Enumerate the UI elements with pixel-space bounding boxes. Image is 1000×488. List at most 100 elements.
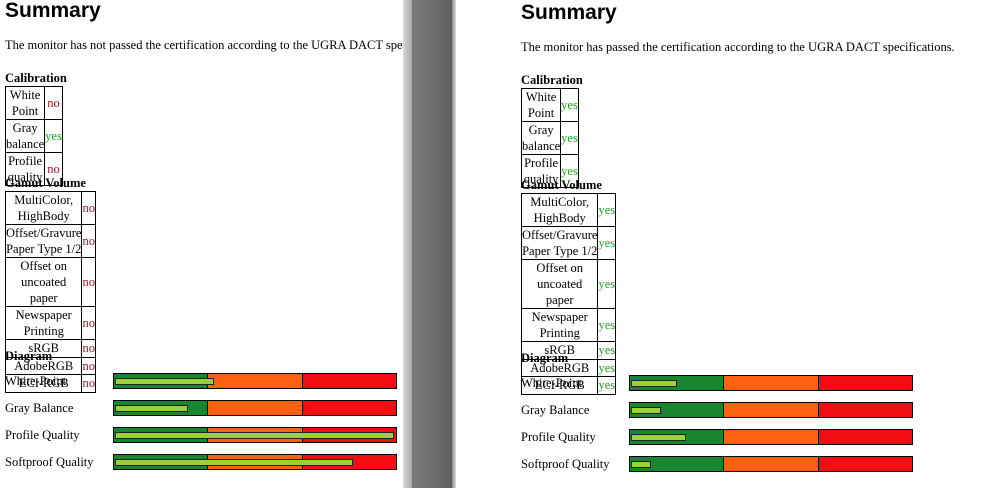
level-fill [115, 432, 394, 439]
row-value: yes [597, 358, 617, 377]
row-value: yes [560, 121, 579, 155]
row-label: Offset on uncoated paper [4, 257, 83, 307]
window-divider [403, 0, 412, 488]
table-row: Offset/Gravure Paper Type 1/2 yes [520, 226, 617, 260]
row-label: Profile quality [520, 154, 562, 188]
pass-zone [630, 457, 724, 471]
right-report-panel[interactable]: Summary The monitor has passed the certi… [456, 0, 1000, 488]
table-row: Gray balance yes [4, 119, 63, 153]
diagram-label: White-Point [521, 376, 583, 390]
level-bar [113, 454, 397, 470]
table-row: Newspaper Printing no [4, 306, 96, 340]
table-row: ECI-RGB no [4, 374, 96, 393]
calibration-table: White Point yes Gray balance yes Profile… [520, 88, 579, 188]
calibration-heading: Calibration [521, 73, 583, 87]
diagram-label: Profile Quality [5, 428, 80, 442]
fail-zone [819, 376, 912, 390]
table-row: AdobeRGB yes [520, 358, 617, 377]
table-row: Offset on uncoated paper no [4, 257, 96, 307]
row-value: yes [597, 308, 617, 342]
gamut-volume-table: MultiColor, HighBody yes Offset/Gravure … [520, 193, 617, 395]
table-row: MultiColor, HighBody yes [520, 193, 617, 227]
warning-zone [724, 376, 819, 390]
summary-title: Summary [521, 1, 617, 24]
fail-zone [819, 457, 912, 471]
table-row: Offset/Gravure Paper Type 1/2 no [4, 224, 96, 258]
level-bar [113, 373, 397, 389]
gamut-volume-heading: Gamut Volume [521, 178, 602, 192]
diagram-heading: Diagram [521, 351, 569, 365]
row-label: Newspaper Printing [4, 306, 83, 340]
table-row: Newspaper Printing yes [520, 308, 617, 342]
row-label: Gray balance [520, 121, 562, 155]
certification-statement: The monitor has passed the certification… [521, 40, 955, 54]
row-label: MultiColor, HighBody [520, 193, 599, 227]
diagram-label: Profile Quality [521, 430, 596, 444]
level-bar [113, 427, 397, 443]
level-fill [115, 378, 214, 385]
certification-statement: The monitor has not passed the certifica… [5, 38, 403, 52]
gamut-volume-table: MultiColor, HighBody no Offset/Gravure P… [4, 191, 96, 393]
diagram-label: Softproof Quality [521, 457, 610, 471]
summary-title: Summary [5, 0, 101, 22]
row-label: AdobeRGB [4, 356, 83, 375]
calibration-table: White Point no Gray balance yes Profile … [4, 86, 63, 186]
row-value: no [81, 306, 96, 340]
level-bar [629, 375, 913, 391]
row-value: no [81, 191, 96, 225]
diagram-label: Gray Balance [521, 403, 590, 417]
row-value: yes [560, 154, 579, 188]
warning-zone [724, 403, 819, 417]
table-row: Gray balance yes [520, 121, 579, 155]
row-label: Gray balance [4, 119, 46, 153]
row-label: Offset on uncoated paper [520, 259, 599, 309]
row-value: yes [597, 376, 617, 395]
row-value: no [81, 356, 96, 375]
level-fill [631, 461, 651, 468]
row-value: yes [597, 259, 617, 309]
table-row: AdobeRGB no [4, 356, 96, 375]
left-report-panel[interactable]: Summary The monitor has not passed the c… [0, 0, 403, 488]
row-value: yes [44, 119, 63, 153]
row-label: Offset/Gravure Paper Type 1/2 [520, 226, 599, 260]
row-label: Newspaper Printing [520, 308, 599, 342]
row-label: ECI-RGB [4, 374, 83, 393]
row-label: White Point [4, 86, 46, 120]
level-bar [629, 456, 913, 472]
row-value: yes [597, 226, 617, 260]
row-value: yes [597, 193, 617, 227]
table-row: ECI-RGB yes [520, 376, 617, 395]
table-row: MultiColor, HighBody no [4, 191, 96, 225]
row-value: no [44, 86, 63, 120]
row-value: no [81, 374, 96, 393]
table-row: Profile quality no [4, 152, 63, 186]
level-fill [631, 407, 661, 414]
row-value: yes [597, 341, 617, 360]
row-value: yes [560, 88, 579, 122]
diagram-label: White-Point [5, 374, 67, 388]
window-background-gap [412, 0, 456, 488]
row-value: no [81, 339, 96, 358]
level-bar [113, 400, 397, 416]
row-value: no [81, 257, 96, 307]
table-row: White Point yes [520, 88, 579, 122]
warning-zone [724, 457, 819, 471]
warning-zone [208, 401, 303, 415]
fail-zone [303, 401, 396, 415]
window-edge [452, 0, 456, 488]
fail-zone [303, 374, 396, 388]
table-row: sRGB yes [520, 341, 617, 360]
warning-zone [208, 374, 303, 388]
diagram-label: Softproof Quality [5, 455, 94, 469]
level-fill [115, 405, 188, 412]
level-fill [115, 459, 353, 466]
warning-zone [724, 430, 819, 444]
diagram-label: Gray Balance [5, 401, 74, 415]
row-value: no [44, 152, 63, 186]
row-label: ECI-RGB [520, 376, 599, 395]
row-label: MultiColor, HighBody [4, 191, 83, 225]
fail-zone [819, 430, 912, 444]
table-row: Profile quality yes [520, 154, 579, 188]
diagram-heading: Diagram [5, 349, 53, 363]
table-row: Offset on uncoated paper yes [520, 259, 617, 309]
